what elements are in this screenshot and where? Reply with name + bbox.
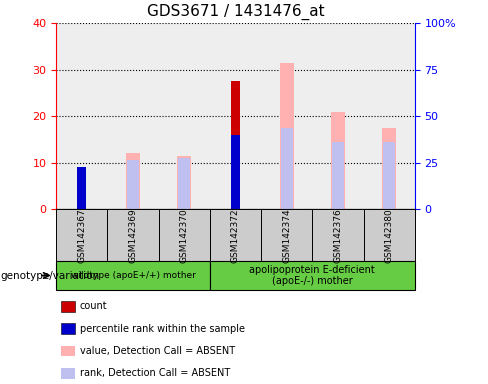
Text: value, Detection Call = ABSENT: value, Detection Call = ABSENT bbox=[80, 346, 235, 356]
Bar bbox=[231, 81, 240, 209]
Bar bbox=[126, 154, 140, 209]
Text: percentile rank within the sample: percentile rank within the sample bbox=[80, 324, 244, 334]
Text: genotype/variation: genotype/variation bbox=[0, 270, 100, 281]
Text: rank, Detection Call = ABSENT: rank, Detection Call = ABSENT bbox=[80, 368, 230, 378]
Text: GSM142369: GSM142369 bbox=[128, 208, 138, 263]
Bar bbox=[77, 174, 86, 209]
Bar bbox=[178, 158, 190, 209]
Bar bbox=[231, 135, 240, 209]
Bar bbox=[332, 142, 344, 209]
Bar bbox=[127, 161, 139, 209]
Bar bbox=[281, 128, 293, 209]
Text: GSM142372: GSM142372 bbox=[231, 208, 240, 263]
Title: GDS3671 / 1431476_at: GDS3671 / 1431476_at bbox=[147, 4, 324, 20]
Text: GSM142370: GSM142370 bbox=[180, 208, 189, 263]
Bar bbox=[331, 111, 345, 209]
Bar bbox=[383, 142, 395, 209]
Bar bbox=[382, 128, 396, 209]
Text: GSM142380: GSM142380 bbox=[385, 208, 394, 263]
Bar bbox=[177, 156, 191, 209]
Text: count: count bbox=[80, 301, 107, 311]
Text: GSM142367: GSM142367 bbox=[77, 208, 86, 263]
Text: GSM142374: GSM142374 bbox=[282, 208, 291, 263]
Bar bbox=[77, 167, 86, 209]
Text: apolipoprotein E-deficient
(apoE-/-) mother: apolipoprotein E-deficient (apoE-/-) mot… bbox=[249, 265, 375, 286]
Text: GSM142376: GSM142376 bbox=[333, 208, 343, 263]
Text: wildtype (apoE+/+) mother: wildtype (apoE+/+) mother bbox=[71, 271, 195, 280]
Bar bbox=[280, 63, 294, 209]
